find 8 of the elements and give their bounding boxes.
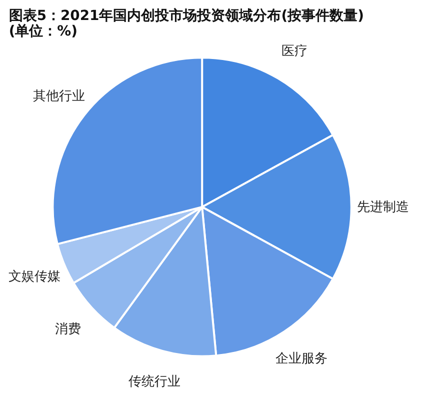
slice-label: 传统行业 [128, 374, 180, 390]
slice-label: 消费 [55, 322, 82, 337]
slice-label: 文娱传媒 [8, 269, 61, 284]
chart-title: 图表5：2021年国内创投市场投资领域分布(按事件数量)(单位：%) [8, 6, 364, 40]
slice-label: 企业服务 [276, 351, 328, 366]
slice-label: 先进制造 [357, 200, 410, 215]
slice-label: 其他行业 [32, 88, 85, 104]
slice-label: 医疗 [281, 44, 308, 60]
